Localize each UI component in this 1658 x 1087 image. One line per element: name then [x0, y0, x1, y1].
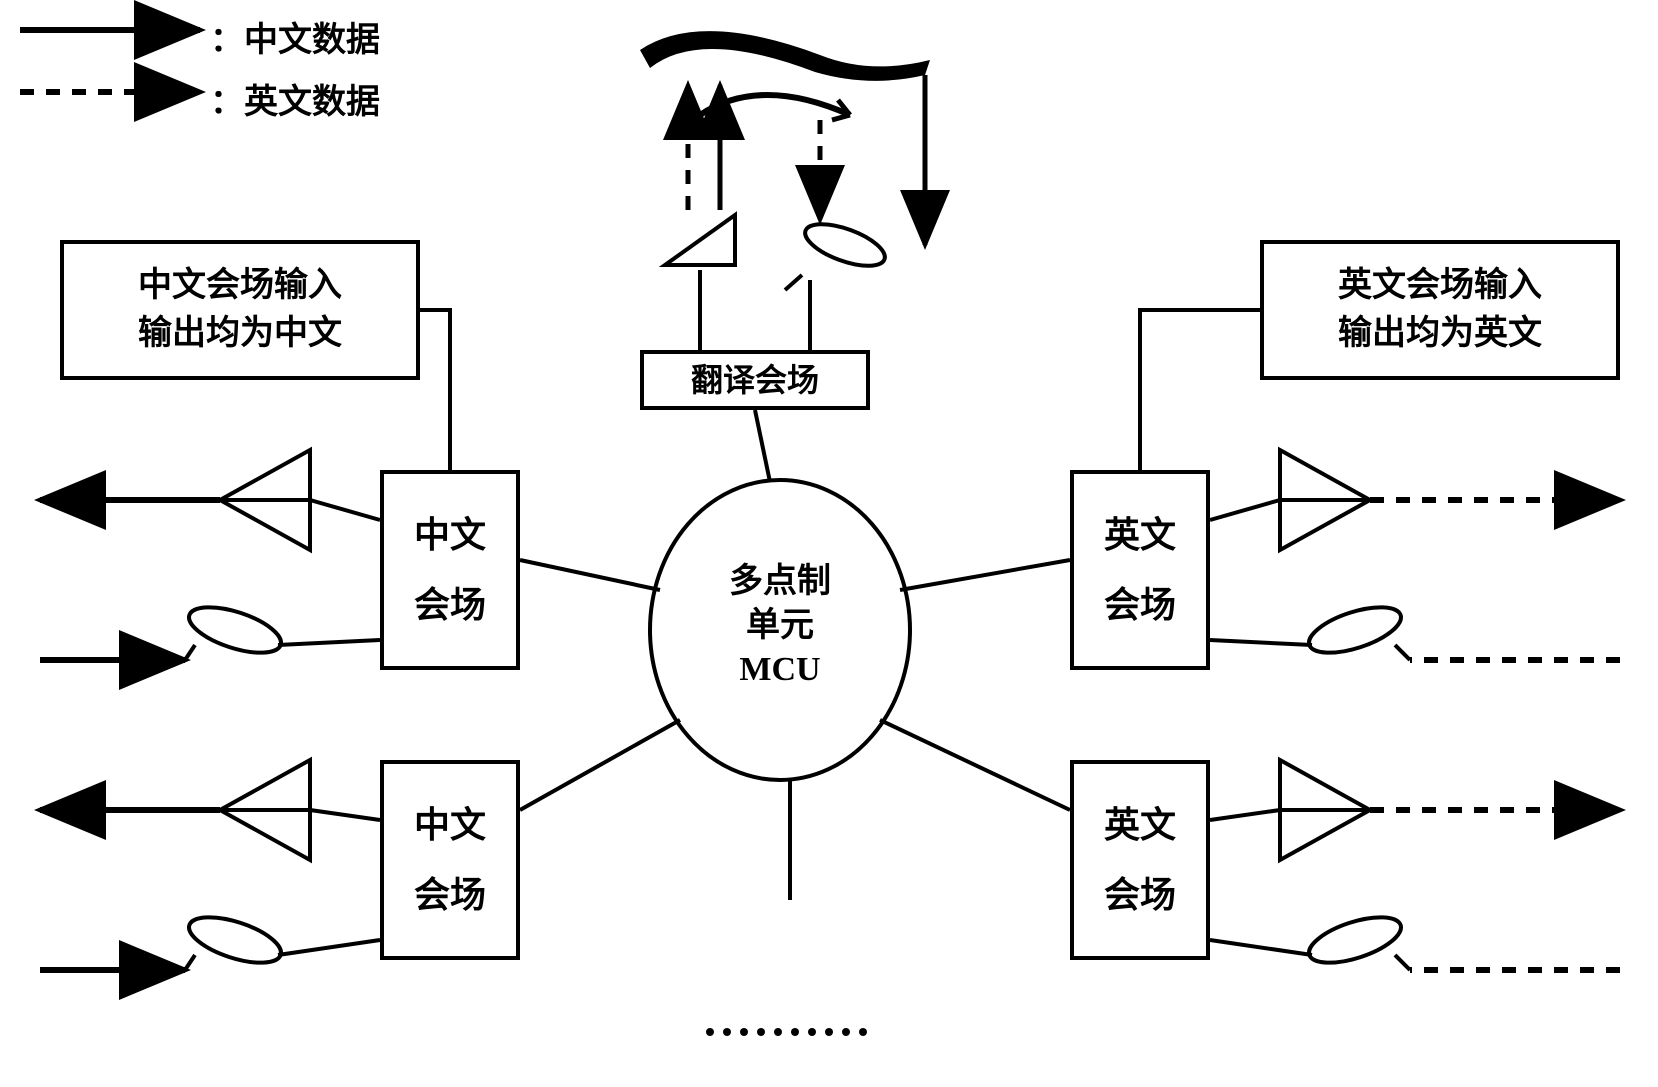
conn-right-desc — [1140, 310, 1260, 470]
headset-icon — [640, 31, 930, 81]
mic-en-1 — [1210, 598, 1406, 662]
conn-chinese2 — [520, 720, 680, 810]
conn-english1 — [900, 560, 1070, 590]
legend-colon-dashed: ：英文数据 — [210, 74, 380, 123]
headset-inner — [700, 95, 850, 115]
mic-ch-2 — [184, 908, 380, 972]
mic-en-2 — [1210, 908, 1406, 972]
conn-left-desc — [420, 310, 450, 470]
top-mic-icon — [800, 216, 890, 275]
conn-chinese1 — [520, 560, 660, 590]
english-venue-box-1: 英文 会场 — [1070, 470, 1210, 670]
speaker-ch-2 — [220, 760, 380, 860]
translate-box: 翻译会场 — [640, 350, 870, 410]
left-desc-box: 中文会场输入 输出均为中文 — [60, 240, 420, 380]
mic-ch-1 — [184, 598, 380, 662]
chinese-venue-box-2: 中文 会场 — [380, 760, 520, 960]
left-desc-line2: 输出均为中文 — [138, 310, 342, 358]
diagram-svg — [0, 0, 1658, 1087]
chinese-venue-box-1: 中文 会场 — [380, 470, 520, 670]
center-text: 多点制 单元 MCU — [700, 560, 860, 693]
speaker-en-1 — [1210, 450, 1370, 550]
right-desc-box: 英文会场输入 输出均为英文 — [1260, 240, 1620, 380]
right-desc-line2: 输出均为英文 — [1338, 310, 1542, 358]
conn-english2 — [880, 720, 1070, 810]
english-venue-box-2: 英文 会场 — [1070, 760, 1210, 960]
left-desc-line1: 中文会场输入 — [138, 262, 342, 310]
conn-translate — [755, 410, 770, 482]
speaker-ch-1 — [220, 450, 380, 550]
top-speaker-icon — [665, 215, 735, 265]
right-desc-line1: 英文会场输入 — [1338, 262, 1542, 310]
legend-colon-solid: ：中文数据 — [210, 12, 380, 61]
speaker-en-2 — [1210, 760, 1370, 860]
headset-inner-arrow — [832, 100, 850, 120]
continuation-dots — [706, 1028, 867, 1036]
